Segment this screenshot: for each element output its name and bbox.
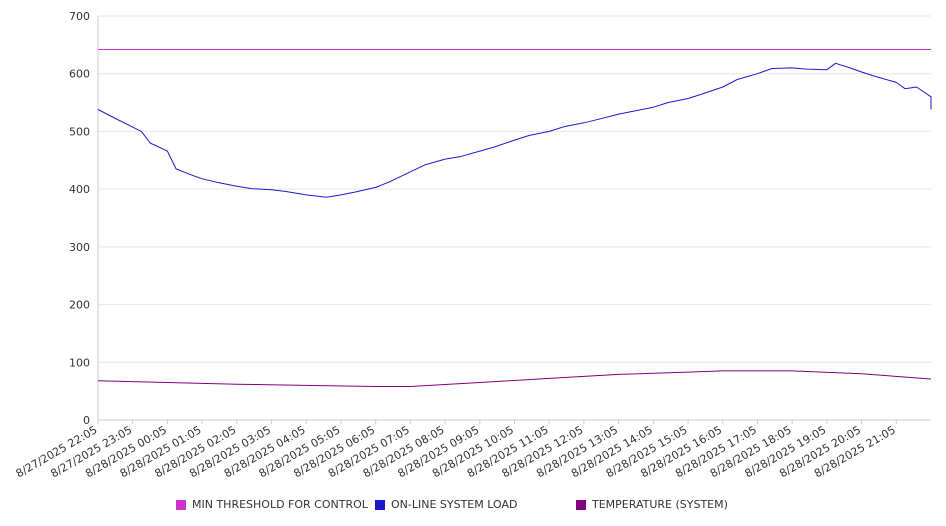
legend-label: TEMPERATURE (SYSTEM) bbox=[592, 498, 728, 511]
series-lines bbox=[97, 49, 932, 387]
legend-swatch bbox=[375, 499, 385, 510]
legend: MIN THRESHOLD FOR CONTROL ON-LINE SYSTEM … bbox=[0, 498, 946, 514]
y-tick-label: 400 bbox=[69, 183, 90, 196]
series-line-2 bbox=[97, 62, 932, 198]
legend-swatch bbox=[576, 499, 586, 510]
y-tick-labels: 0 100 200 300 400 500 600 700 bbox=[69, 10, 90, 427]
grid-lines bbox=[98, 15, 931, 363]
legend-swatch bbox=[176, 499, 186, 510]
y-tick-label: 100 bbox=[69, 356, 90, 369]
legend-label: ON-LINE SYSTEM LOAD bbox=[391, 498, 518, 511]
y-tick-label: 200 bbox=[69, 299, 90, 312]
legend-item: MIN THRESHOLD FOR CONTROL bbox=[176, 498, 368, 511]
x-tick-labels: 8/27/2025 22:058/27/2025 23:058/28/2025 … bbox=[14, 423, 898, 480]
legend-item: TEMPERATURE (SYSTEM) bbox=[576, 498, 728, 511]
legend-item: ON-LINE SYSTEM LOAD bbox=[375, 498, 517, 511]
axes bbox=[97, 16, 931, 424]
y-tick-label: 500 bbox=[69, 125, 90, 138]
y-tick-label: 300 bbox=[69, 241, 90, 254]
y-tick-label: 700 bbox=[69, 10, 90, 23]
y-tick-label: 0 bbox=[83, 414, 90, 427]
legend-label: MIN THRESHOLD FOR CONTROL bbox=[192, 498, 368, 511]
series-line-3 bbox=[97, 370, 932, 387]
y-tick-label: 600 bbox=[69, 68, 90, 81]
